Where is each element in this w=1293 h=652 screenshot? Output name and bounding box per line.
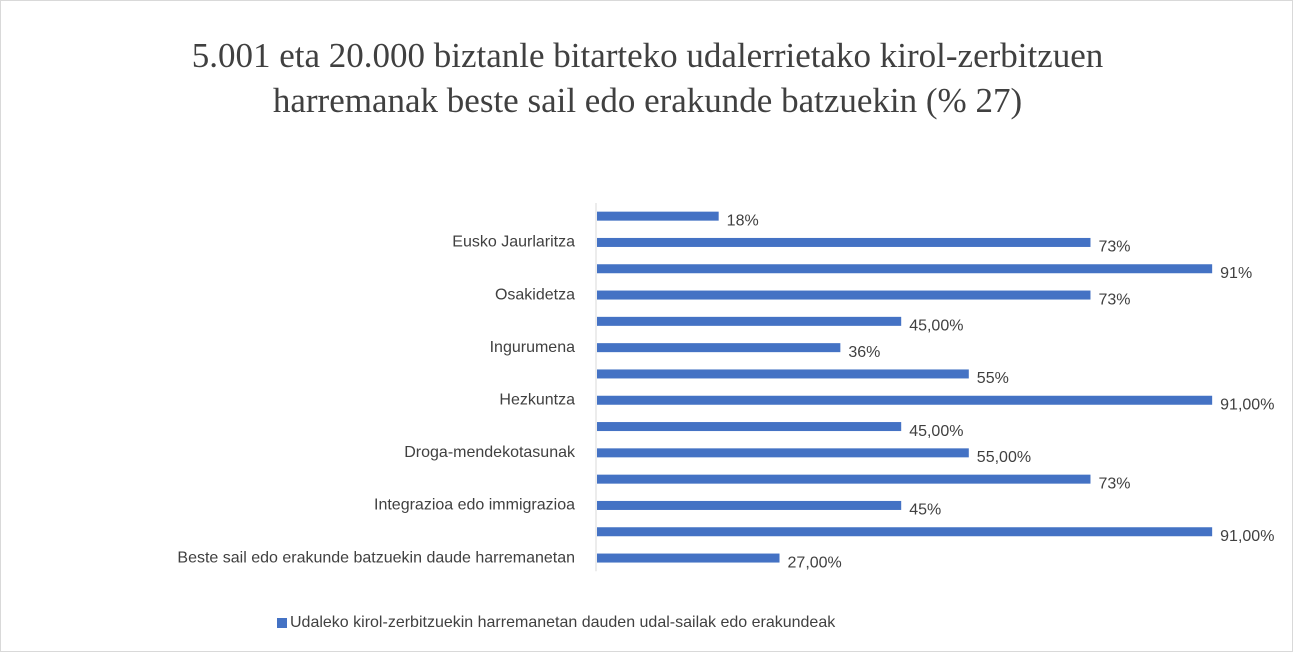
y-tick-label: Osakidetza [495, 286, 575, 303]
y-tick-label: Droga-mendekotasunak [404, 444, 576, 461]
bar [597, 474, 1091, 484]
data-label: 27,00% [788, 554, 842, 571]
y-tick-label: Eusko Jaurlaritza [452, 234, 575, 251]
bar [597, 500, 902, 510]
data-label: 73% [1098, 291, 1130, 308]
data-label: 91,00% [1220, 528, 1274, 545]
bar [597, 211, 719, 221]
data-label: 91,00% [1220, 396, 1274, 413]
bar [597, 237, 1091, 247]
data-label: 45% [909, 502, 941, 519]
data-label: 36% [848, 344, 880, 361]
data-label: 91% [1220, 265, 1252, 282]
bar [597, 290, 1091, 300]
data-label: 18% [727, 212, 759, 229]
bar [597, 369, 969, 379]
data-label: 45,00% [909, 318, 963, 335]
y-tick-label: Beste sail edo erakunde batzuekin daude … [177, 549, 575, 566]
bar [597, 395, 1213, 405]
y-tick-label: Integrazioa edo immigrazioa [374, 497, 575, 514]
data-label: 45,00% [909, 423, 963, 440]
data-label: 55% [977, 370, 1009, 387]
chart-title: 5.001 eta 20.000 biztanle bitarteko udal… [191, 36, 1104, 120]
data-label: 55,00% [977, 449, 1031, 466]
y-tick-label: Hezkuntza [499, 391, 575, 408]
legend-swatch [277, 618, 287, 628]
data-label: 73% [1098, 475, 1130, 492]
data-label: 73% [1098, 239, 1130, 256]
bar [597, 343, 841, 353]
bar [597, 422, 902, 432]
legend-label: Udaleko kirol-zerbitzuekin harremanetan … [290, 614, 836, 631]
bar [597, 316, 902, 326]
bar [597, 527, 1213, 537]
bar [597, 264, 1213, 274]
bar [597, 448, 969, 458]
y-tick-label: Ingurumena [490, 339, 575, 356]
bar [597, 553, 780, 563]
